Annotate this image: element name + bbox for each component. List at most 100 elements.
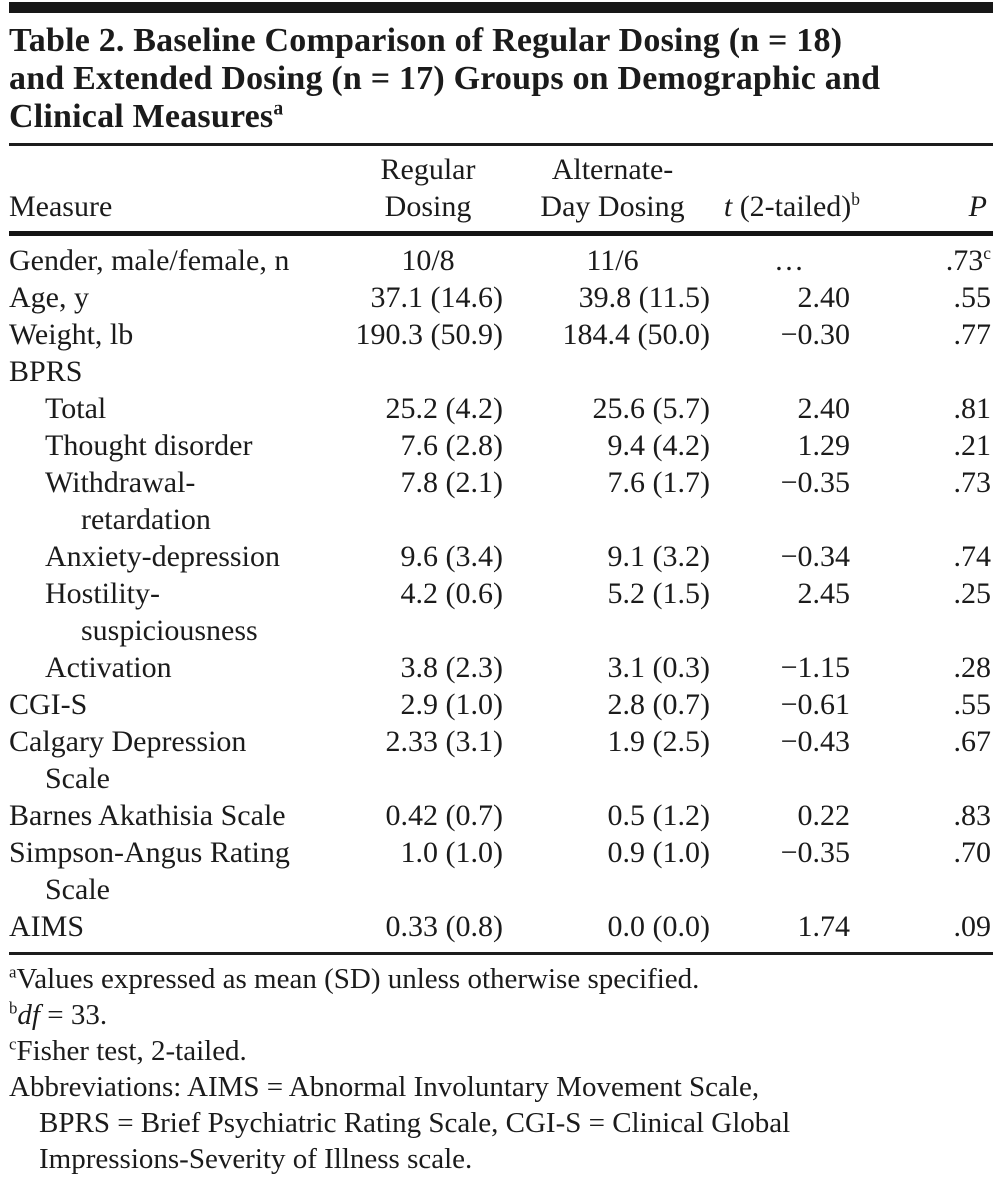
p-value: .28 [953,651,992,684]
column-header-measure: Measure [9,190,113,223]
header-line: Regular [380,153,476,186]
measure-cell: Barnes Akathisia Scale [9,797,345,834]
header-line: Day Dosing [540,190,685,223]
table-footnotes: aValues expressed as mean (SD) unless ot… [9,955,993,1177]
measure-cell: Withdrawal-retardation [9,464,345,538]
table-row: Activation 3.8 (2.3) 3.1 (0.3) −1.15 .28 [9,649,993,686]
measure-label: Calgary Depression [9,725,247,758]
p-value: .83 [953,799,992,832]
measure-cell: CGI-S [9,686,345,723]
table-row: Withdrawal-retardation 7.8 (2.1) 7.6 (1.7)… [9,464,993,538]
footnote: aValues expressed as mean (SD) unless ot… [9,962,700,995]
column-header-alternate-day-dosing: Alternate- Day Dosing [511,145,714,234]
t-value: … [774,244,804,277]
table-top-rule [9,2,993,13]
regular-dosing-value: 7.8 (2.1) [400,466,503,499]
regular-dosing-value: 10/8 [401,244,455,277]
t-value: −0.61 [780,688,850,721]
measure-label: Activation [45,651,172,684]
p-value [864,353,993,390]
measure-cell: Simpson-Angus Rating Scale [9,834,345,908]
measure-label-wrap: Scale [45,873,110,906]
alternate-dosing-value: 0.9 (1.0) [607,836,710,869]
table-header: Measure Regular Dosing Alternate- Day Dosi… [9,144,993,234]
title-footnote-marker: a [273,97,284,120]
p-value: .21 [953,429,992,462]
header-line: Alternate- [551,153,674,186]
table-row: Thought disorder 7.6 (2.8) 9.4 (4.2) 1.29 .2… [9,427,993,464]
table-title-line: and Extended Dosing (n = 17) Groups on D… [9,60,881,97]
abbreviations-line: Abbreviations: AIMS = Abnormal Involunta… [9,1071,760,1103]
measure-label: Anxiety-depression [45,540,280,573]
table-row: Total 25.2 (4.2) 25.6 (5.7) 2.40 .81 [9,390,993,427]
t-value: −0.43 [780,725,850,758]
measure-label-wrap: suspiciousness [81,614,258,647]
table-row: Weight, lb 190.3 (50.9) 184.4 (50.0) −0.30.… [9,316,993,353]
regular-dosing-value: 25.2 (4.2) [385,392,503,425]
table-row: BPRS [9,353,993,390]
footnote-italic-term: df [17,999,40,1031]
table-row: Gender, male/female, n 10/8 11/6 … .73c [9,234,993,280]
measure-cell: Weight, lb [9,316,345,353]
alternate-dosing-value [511,353,714,390]
measure-cell: Gender, male/female, n [9,234,345,280]
p-footnote-marker: c [983,243,991,263]
table-row: Age, y 37.1 (14.6) 39.8 (11.5) 2.40 .55 [9,279,993,316]
t-label-rest: (2-tailed) [732,190,852,223]
measure-label: BPRS [9,355,83,388]
table-row: Hostility-suspiciousness 4.2 (0.6) 5.2 (1.… [9,575,993,649]
alternate-dosing-value: 1.9 (2.5) [607,725,710,758]
p-value: .09 [953,910,992,943]
footnote-marker: b [9,998,18,1018]
alternate-dosing-value: 11/6 [586,244,639,277]
measure-label: CGI-S [9,688,88,721]
t-footnote-marker: b [851,189,860,209]
p-value: .55 [953,688,992,721]
table-title-line: Clinical Measuresa [9,97,284,135]
measure-label: Weight, lb [9,318,134,351]
column-header-t-2-tailed: t (2-tailed)b [714,145,864,234]
regular-dosing-value: 7.6 (2.8) [400,429,503,462]
regular-dosing-value: 190.3 (50.9) [355,318,503,351]
measure-label: Age, y [9,281,89,314]
p-value: .70 [953,836,992,869]
table-row: AIMS 0.33 (0.8) 0.0 (0.0) 1.74 .09 [9,908,993,954]
regular-dosing-value: 0.33 (0.8) [385,910,503,943]
measure-label: Thought disorder [45,429,253,462]
footnote: bdf = 33. [9,998,108,1031]
p-value: .74 [953,540,992,573]
table-title-line: Table 2. Baseline Comparison of Regular … [9,22,843,59]
p-value: .73 [953,466,992,499]
t-value: 1.74 [797,910,851,943]
t-value: 1.29 [797,429,851,462]
regular-dosing-value: 4.2 (0.6) [400,577,503,610]
t-value [714,353,864,390]
measure-label: Simpson-Angus Rating [9,836,290,869]
footnote: cFisher test, 2-tailed. [9,1034,247,1067]
t-value: −0.34 [780,540,850,573]
column-header-regular-dosing: Regular Dosing [345,145,511,234]
measure-cell: Total [9,390,345,427]
regular-dosing-value: 0.42 (0.7) [385,799,503,832]
abbreviations-line: BPRS = Brief Psychiatric Rating Scale, C… [39,1107,791,1139]
p-value: .55 [953,281,992,314]
p-value: .73c [945,243,991,277]
measure-label: Withdrawal- [45,466,196,499]
table-body: Gender, male/female, n 10/8 11/6… .73c Age, … [9,234,993,954]
alternate-dosing-value: 0.5 (1.2) [607,799,710,832]
regular-dosing-value: 2.9 (1.0) [400,688,503,721]
measure-cell: AIMS [9,908,345,954]
measure-cell: Activation [9,649,345,686]
baseline-comparison-table: Measure Regular Dosing Alternate- Day Dosi… [9,143,993,955]
regular-dosing-value: 9.6 (3.4) [400,540,503,573]
measure-cell: Hostility-suspiciousness [9,575,345,649]
t-value: 2.40 [797,281,851,314]
p-value: .67 [953,725,992,758]
measure-label: Total [45,392,107,425]
measure-cell: BPRS [9,353,345,390]
alternate-dosing-value: 3.1 (0.3) [607,651,710,684]
table-row: Barnes Akathisia Scale 0.42 (0.7) 0.5 (1.2… [9,797,993,834]
t-value: −0.30 [780,318,850,351]
measure-cell: Anxiety-depression [9,538,345,575]
